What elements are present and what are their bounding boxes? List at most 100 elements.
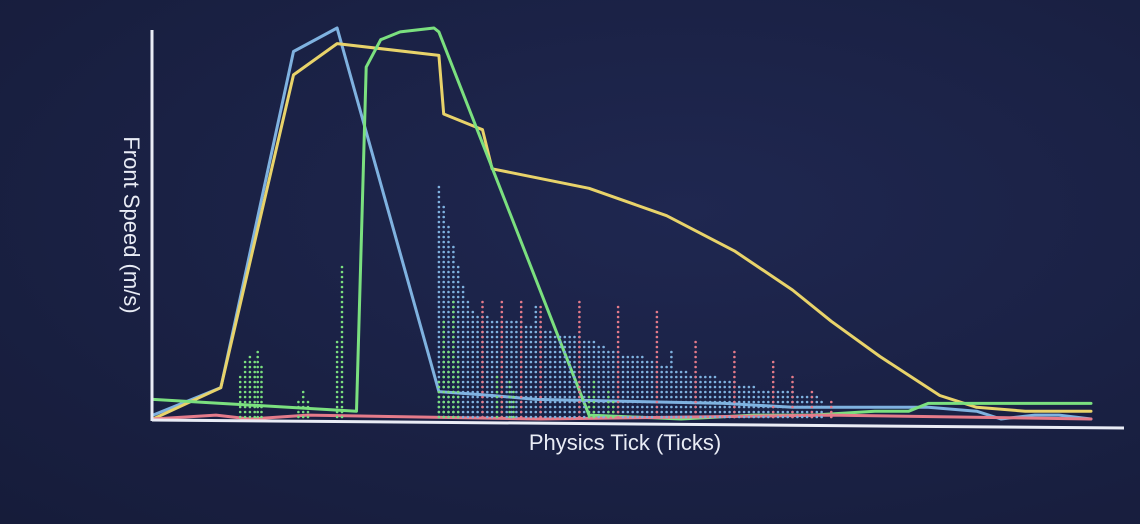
scatter-point <box>456 265 460 269</box>
scatter-point <box>660 405 663 409</box>
scatter-point <box>568 415 571 419</box>
series-line-2 <box>151 42 1093 421</box>
scatter-point <box>256 380 260 384</box>
scatter-point <box>340 375 344 379</box>
scatter-point <box>486 395 489 399</box>
scatter-point <box>679 415 683 419</box>
scatter-point <box>631 380 634 384</box>
scatter-point <box>529 335 533 339</box>
scatter-point <box>452 395 455 399</box>
scatter-point <box>786 415 789 419</box>
scatter-point <box>534 320 538 324</box>
scatter-point <box>340 325 344 329</box>
scatter-point <box>481 405 484 409</box>
scatter-point <box>733 350 736 354</box>
scatter-point <box>587 395 591 399</box>
scatter-point <box>461 290 465 294</box>
scatter-point <box>437 390 441 394</box>
scatter-point <box>524 345 528 349</box>
scatter-point <box>578 300 581 304</box>
scatter-point <box>558 395 562 399</box>
scatter-point <box>512 400 515 404</box>
scatter-point <box>256 365 260 369</box>
scatter-point <box>587 365 591 369</box>
scatter-point <box>631 385 634 389</box>
scatter-point <box>260 415 263 419</box>
scatter-point <box>505 390 509 394</box>
scatter-point <box>704 385 707 389</box>
scatter-point <box>534 415 538 419</box>
scatter-point <box>771 415 775 419</box>
scatter-point <box>495 410 499 414</box>
scatter-point <box>238 410 242 414</box>
scatter-point <box>306 400 310 404</box>
scatter-point <box>476 360 479 364</box>
scatter-point <box>442 275 446 279</box>
scatter-point <box>442 370 446 374</box>
scatter-point <box>699 380 702 384</box>
scatter-point <box>534 340 538 344</box>
scatter-point <box>447 325 450 329</box>
scatter-point <box>708 385 712 389</box>
scatter-point <box>752 385 756 389</box>
scatter-point <box>723 395 726 399</box>
scatter-point <box>549 395 552 399</box>
scatter-point <box>456 320 460 324</box>
scatter-point <box>340 340 344 344</box>
scatter-point <box>539 350 542 354</box>
scatter-point <box>645 370 649 374</box>
scatter-point <box>587 400 591 404</box>
scatter-point <box>597 360 600 364</box>
scatter-point <box>515 320 518 324</box>
scatter-point <box>689 390 693 394</box>
scatter-point <box>660 375 663 379</box>
scatter-point <box>655 385 659 389</box>
scatter-point <box>495 395 499 399</box>
scatter-point <box>524 390 528 394</box>
scatter-point <box>631 360 634 364</box>
scatter-point <box>626 390 630 394</box>
scatter-point <box>505 395 509 399</box>
scatter-point <box>437 270 441 274</box>
scatter-point <box>718 380 722 384</box>
scatter-point <box>306 415 310 419</box>
scatter-point <box>447 360 450 364</box>
scatter-point <box>587 375 591 379</box>
scatter-point <box>563 400 567 404</box>
scatter-point <box>616 385 620 389</box>
scatter-point <box>771 380 775 384</box>
scatter-point <box>456 275 460 279</box>
scatter-point <box>578 315 581 319</box>
scatter-point <box>582 400 586 404</box>
scatter-point <box>650 370 654 374</box>
scatter-point <box>486 375 489 379</box>
scatter-point <box>616 330 620 334</box>
scatter-point <box>510 365 513 369</box>
scatter-point <box>694 410 697 414</box>
scatter-point <box>510 395 513 399</box>
scatter-point <box>597 375 600 379</box>
scatter-point <box>830 400 833 404</box>
scatter-point <box>587 390 591 394</box>
scatter-point <box>539 370 542 374</box>
scatter-point <box>621 375 625 379</box>
scatter-point <box>481 370 484 374</box>
scatter-point <box>248 365 252 369</box>
scatter-point <box>256 385 260 389</box>
scatter-point <box>461 335 465 339</box>
scatter-point <box>534 395 538 399</box>
scatter-point <box>607 410 610 414</box>
scatter-point <box>718 385 722 389</box>
scatter-point <box>616 405 620 409</box>
scatter-point <box>757 400 760 404</box>
scatter-point <box>771 360 775 364</box>
scatter-point <box>713 390 717 394</box>
scatter-point <box>461 295 465 299</box>
scatter-point <box>452 325 455 329</box>
scatter-point <box>471 335 475 339</box>
scatter-point <box>616 350 620 354</box>
scatter-point <box>708 415 712 419</box>
scatter-point <box>645 415 649 419</box>
scatter-point <box>490 360 494 364</box>
scatter-point <box>481 400 484 404</box>
